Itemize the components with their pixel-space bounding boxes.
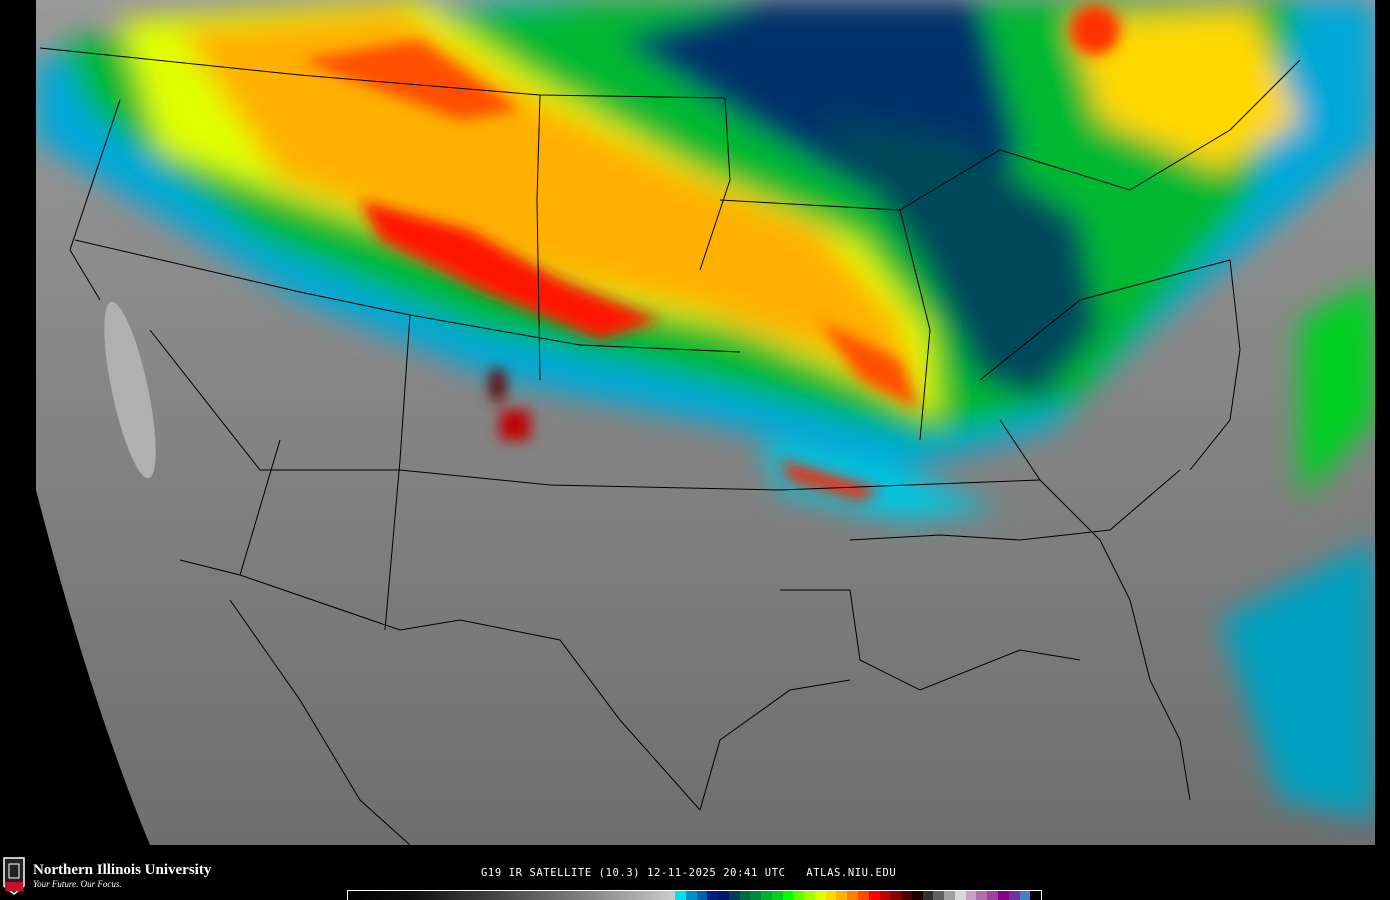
colorbar-cell [804,891,815,900]
colorbar-cell [739,891,751,900]
niu-logo: Northern Illinois University Your Future… [2,856,211,896]
colorbar-cell [675,891,686,900]
university-name: Northern Illinois University [33,862,212,878]
university-tagline: Your Future. Our Focus. [33,879,122,889]
colorbar-cell [1008,891,1020,900]
imagery [36,0,1375,845]
colorbar-cell [825,891,837,900]
niu-shield-icon [3,857,25,895]
colorbar-cell [911,891,923,900]
colorbar-gray-ramp [348,891,675,900]
colorbar-cell [997,891,1009,900]
colorbar-cell [922,891,934,900]
colorbar-cell [901,891,912,900]
colorbar-cell [868,891,880,900]
colorbar-cell [954,891,966,900]
colorbar-color-cells [675,891,1042,900]
colorbar-cell [933,891,945,900]
colorbar-cell [987,891,998,900]
colorbar-cell [890,891,902,900]
colorbar-cell [944,891,955,900]
satellite-map [36,0,1375,845]
ocean-fog [104,301,156,479]
colorbar-cell [879,891,891,900]
colorbar-cell [976,891,988,900]
colorbar-cell [1030,891,1042,900]
colorbar-cell [696,891,708,900]
colorbar-cell [836,891,848,900]
colorbar-cell [782,891,794,900]
state-boundaries [39,47,1301,845]
colorbar-cell [793,891,805,900]
colorbar-cell [847,891,859,900]
colorbar-cell [965,891,977,900]
colorbar-cell [750,891,762,900]
colorbar-cell [858,891,869,900]
colorbar-cell [685,891,697,900]
colorbar-cell [707,891,719,900]
colorbar-cell [771,891,783,900]
temperature-colorbar [347,890,1042,900]
cloud-bands [36,0,1375,820]
cold-cloud-tops [300,5,1120,500]
colorbar-cell [814,891,826,900]
colorbar-cell [728,891,740,900]
image-caption: G19 IR SATELLITE (10.3) 12-11-2025 20:41… [481,867,897,879]
colorbar-cell [718,891,729,900]
colorbar-cell [1019,891,1031,900]
colorbar-cell [761,891,772,900]
